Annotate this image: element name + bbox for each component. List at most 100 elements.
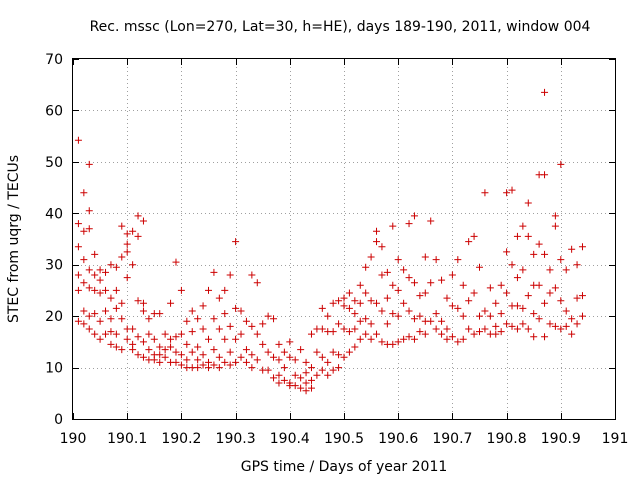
data-point (291, 382, 299, 390)
data-point (470, 289, 478, 297)
data-point (541, 250, 549, 258)
data-point (470, 330, 478, 338)
data-point (96, 266, 104, 274)
y-tick-label: 50 (45, 155, 63, 171)
y-tick-label: 30 (45, 258, 63, 274)
data-point (215, 294, 223, 302)
data-point (383, 268, 391, 276)
data-point (410, 212, 418, 220)
data-point (297, 374, 305, 382)
data-point (367, 253, 375, 261)
data-point (492, 330, 500, 338)
data-point (232, 335, 240, 343)
data-point (80, 256, 88, 264)
data-point (427, 279, 435, 287)
data-point (107, 261, 115, 269)
data-point (270, 353, 278, 361)
x-tick-label: 190.7 (432, 431, 472, 447)
data-point (476, 263, 483, 271)
data-point (416, 312, 424, 320)
data-point (270, 315, 278, 323)
data-point (340, 325, 348, 333)
data-point (546, 320, 554, 328)
data-point (107, 315, 115, 323)
data-point (139, 338, 147, 346)
data-point (318, 353, 326, 361)
y-tick-label: 70 (45, 52, 63, 68)
data-point (242, 317, 250, 325)
data-point (74, 317, 82, 325)
data-point (302, 369, 310, 377)
data-point (524, 292, 532, 300)
data-point (513, 325, 521, 333)
data-point (307, 364, 315, 372)
data-point (80, 227, 88, 235)
data-point (373, 227, 381, 235)
data-point (562, 266, 570, 274)
data-point (259, 320, 267, 328)
data-point (183, 340, 191, 348)
data-point (199, 302, 207, 310)
x-tick-label: 190.1 (107, 431, 147, 447)
data-point (307, 330, 315, 338)
data-point (524, 199, 532, 207)
data-point (568, 245, 576, 253)
data-point (578, 243, 586, 251)
data-point (318, 325, 326, 333)
data-point (503, 248, 511, 256)
data-point (205, 286, 212, 294)
y-tick-label: 20 (45, 309, 63, 325)
data-point (362, 263, 370, 271)
data-point (156, 351, 164, 359)
data-point (123, 248, 131, 256)
data-point (139, 353, 147, 361)
data-point (492, 322, 500, 330)
data-point (134, 351, 142, 359)
data-point (237, 353, 245, 361)
data-point (199, 325, 207, 333)
data-point (188, 328, 196, 336)
data-point (237, 307, 245, 315)
data-point (535, 240, 543, 248)
plot-frame (72, 58, 616, 420)
data-point (345, 348, 353, 356)
data-point (405, 307, 413, 315)
x-tick-label: 190.2 (161, 431, 201, 447)
data-point (177, 286, 185, 294)
data-point (378, 243, 386, 251)
data-point (112, 286, 120, 294)
data-point (129, 325, 137, 333)
data-point (389, 340, 397, 348)
data-point (356, 335, 364, 343)
data-point (237, 330, 245, 338)
data-point (400, 299, 408, 307)
data-point (226, 361, 234, 369)
data-point (118, 253, 126, 261)
data-point (232, 238, 240, 246)
data-point (535, 315, 543, 323)
data-point (405, 220, 413, 228)
data-point (161, 346, 169, 354)
data-point (134, 212, 142, 220)
data-point (226, 322, 234, 330)
data-point (329, 328, 337, 336)
data-point (253, 279, 261, 287)
data-point (345, 304, 353, 312)
data-point (210, 268, 218, 276)
data-point (145, 330, 153, 338)
x-axis-label: GPS time / Days of year 2011 (241, 459, 448, 475)
data-point (145, 315, 153, 323)
data-point (373, 299, 381, 307)
x-tick-label: 190.8 (487, 431, 527, 447)
data-point (410, 315, 418, 323)
data-point (486, 284, 494, 292)
data-point (508, 186, 516, 194)
data-point (107, 340, 115, 348)
data-point (351, 325, 359, 333)
data-point (280, 376, 288, 384)
data-point (519, 222, 527, 230)
data-point (280, 364, 288, 372)
grid-lines (73, 59, 615, 419)
data-point (546, 266, 554, 274)
